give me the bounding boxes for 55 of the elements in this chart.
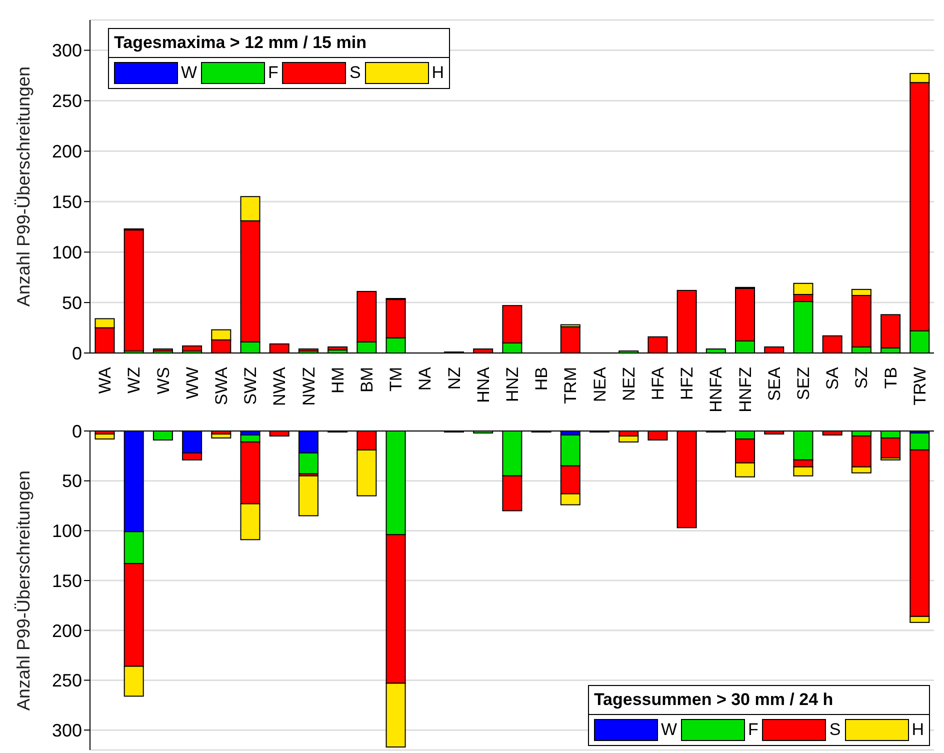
x-tick-label: NA [416, 366, 435, 391]
x-tick-label: HNFA [706, 366, 726, 412]
y-tick-label: 100 [52, 242, 82, 262]
y-tick-label: 100 [52, 521, 82, 542]
x-tick-label: HNZ [503, 367, 522, 402]
x-tick-label: SWA [212, 366, 231, 406]
x-tick-label: HFA [648, 366, 668, 400]
x-tick-label: SA [823, 366, 842, 390]
legend-label: F [268, 63, 278, 83]
x-tick-label: HM [328, 367, 348, 394]
x-tick-label: WS [154, 367, 173, 394]
x-tick-label: NEA [590, 366, 610, 402]
x-tick-label: NEZ [619, 367, 638, 401]
x-tick-label: HNFZ [736, 367, 755, 412]
x-tick-label: WW [182, 367, 202, 400]
y-tick-label: 200 [52, 620, 82, 641]
y-tick-label: 150 [52, 570, 82, 591]
x-tick-label: SZ [852, 367, 872, 389]
legend-label: H [912, 720, 924, 740]
y-tick-label: 50 [62, 471, 82, 492]
y-tick-label: 300 [52, 720, 82, 740]
x-tick-label: HB [532, 367, 552, 391]
x-tick-label: WA [96, 366, 115, 394]
y-tick-label: 0 [72, 343, 82, 364]
y-tick-label: 300 [52, 40, 82, 61]
y-tick-label: 250 [52, 670, 82, 691]
legend-label: F [748, 720, 758, 740]
x-tick-label: TM [386, 367, 406, 392]
legend-label: H [432, 63, 444, 83]
y-tick-label: 200 [52, 142, 82, 162]
x-tick-label: HFZ [678, 367, 697, 400]
y-tick-label: 150 [52, 192, 82, 212]
legend-label: W [181, 63, 198, 83]
x-tick-label: NWZ [299, 367, 318, 406]
x-tick-label: NZ [444, 367, 464, 390]
x-tick-label: WZ [124, 367, 144, 394]
x-tick-label: SWZ [241, 367, 260, 405]
x-tick-label: TB [881, 367, 900, 389]
legend-label: S [829, 720, 841, 740]
x-tick-label: HNA [474, 366, 493, 403]
legend-label: S [349, 63, 361, 83]
legend-title: Tagessummen > 30 mm / 24 h [588, 690, 929, 715]
legend-title: Tagesmaxima > 12 mm / 15 min [109, 33, 450, 58]
legend-label: W [660, 720, 677, 740]
x-tick-label: NWA [270, 366, 290, 406]
y-tick-label: 0 [72, 421, 82, 442]
x-tick-label: BM [357, 367, 376, 392]
x-tick-label: TRW [910, 367, 930, 406]
x-tick-label: SEA [764, 366, 784, 402]
y-axis-title: Anzahl P99-Überschreitungen [13, 66, 34, 307]
x-tick-label: TRM [561, 367, 580, 404]
y-tick-label: 250 [52, 91, 82, 112]
y-axis-title: Anzahl P99-Überschreitungen [13, 470, 34, 711]
y-tick-label: 50 [62, 292, 82, 313]
x-tick-label: SEZ [794, 367, 814, 400]
